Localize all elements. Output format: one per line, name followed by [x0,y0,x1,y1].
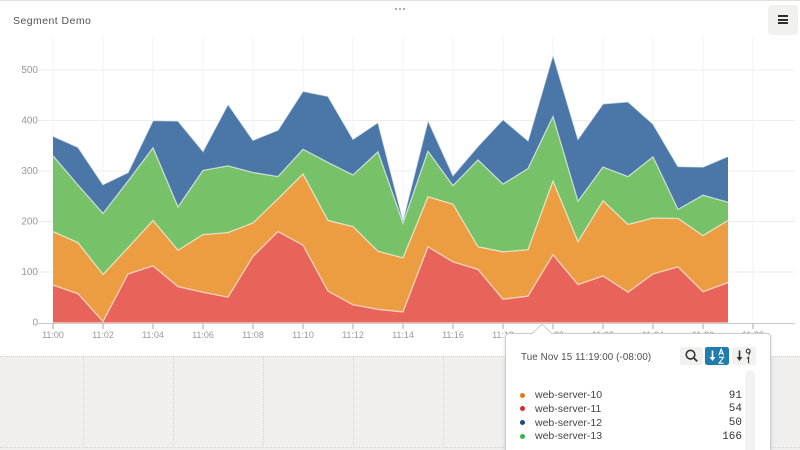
svg-text:300: 300 [21,166,38,177]
svg-text:11:18: 11:18 [492,330,514,340]
svg-text:200: 200 [21,217,38,228]
svg-text:500: 500 [21,65,38,76]
svg-text:11:12: 11:12 [342,330,364,340]
svg-text:11:10: 11:10 [292,330,314,340]
svg-text:11:16: 11:16 [442,330,464,340]
svg-text:0: 0 [32,318,38,329]
svg-text:11:14: 11:14 [392,330,414,340]
svg-text:100: 100 [21,267,38,278]
svg-text:400: 400 [21,116,38,127]
svg-text:11:00: 11:00 [42,330,64,340]
svg-text:11:04: 11:04 [142,330,164,340]
svg-text:11:08: 11:08 [242,330,264,340]
svg-text:11:02: 11:02 [92,330,114,340]
svg-text:11:06: 11:06 [192,330,214,340]
